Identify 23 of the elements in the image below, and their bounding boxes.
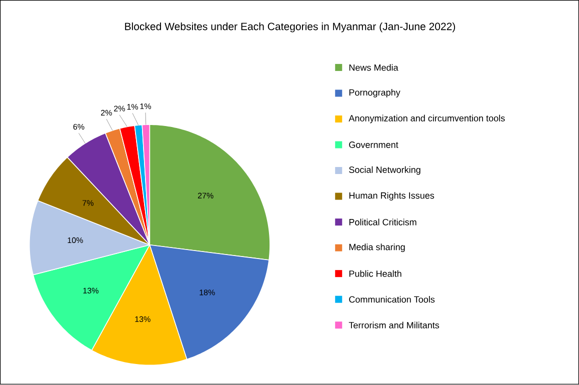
- legend-label: Public Health: [349, 270, 402, 278]
- data-label: 6%: [73, 124, 84, 130]
- legend-label: Social Networking: [349, 166, 420, 175]
- data-label: 10%: [68, 238, 83, 244]
- data-label: 2%: [101, 110, 112, 116]
- legend-label: Political Criticism: [349, 218, 416, 226]
- data-label: 18%: [200, 290, 215, 296]
- legend-label: Government: [349, 142, 398, 148]
- data-label: 7%: [82, 200, 94, 206]
- data-label: 27%: [198, 192, 214, 199]
- chart-title: Blocked Websites under Each Categories in Myanmar (Jan-June 2022): [125, 22, 456, 33]
- data-label: 2%: [114, 106, 125, 112]
- legend-label: Human Rights Issues: [349, 192, 434, 201]
- legend-label: Communication Tools: [349, 296, 435, 303]
- data-label: 1%: [140, 104, 152, 110]
- legend-label: Media sharing: [349, 244, 405, 252]
- legend-label: Terrorism and Militants: [348, 322, 440, 329]
- legend-label: Anonymization and circumvention tools: [348, 115, 505, 124]
- data-label: 13%: [135, 316, 150, 322]
- legend-label: News Media: [349, 64, 398, 72]
- data-label: 13%: [83, 288, 98, 294]
- legend-label: Pornography: [349, 89, 400, 98]
- data-label: 1%: [127, 104, 138, 110]
